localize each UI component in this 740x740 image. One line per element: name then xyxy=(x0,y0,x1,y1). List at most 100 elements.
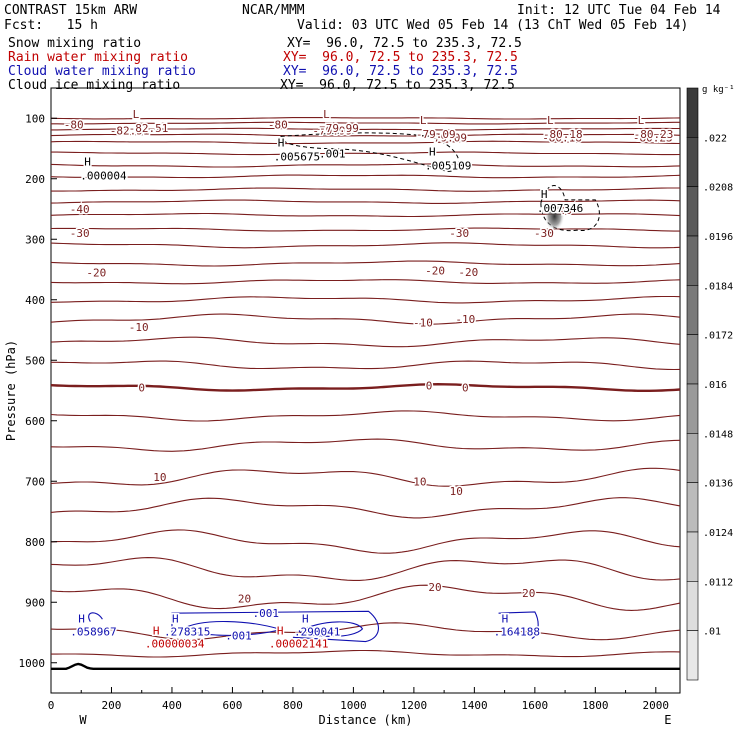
extremum-marker-L: L xyxy=(547,114,554,127)
field-name-cloud-ice: Cloud ice mixing ratio xyxy=(8,78,181,93)
field-name-snow: Snow mixing ratio xyxy=(8,36,142,51)
isotherm-800 xyxy=(50,529,681,554)
colorbar-label: .0172 xyxy=(703,331,733,342)
cloud-water-marker-H: H xyxy=(78,612,85,625)
organization-label: NCAR/MMM xyxy=(242,3,305,18)
colorbar-label: .0148 xyxy=(703,429,733,440)
isotherm-218 xyxy=(51,187,680,192)
temperature-contour-label: 0 xyxy=(462,381,469,394)
plot-frame xyxy=(50,87,681,694)
isotherm-400 xyxy=(50,295,681,304)
y-tick-label: 600 xyxy=(25,415,45,428)
colorbar-swatch xyxy=(686,186,699,237)
cloud-ice-contour-east xyxy=(540,185,600,232)
temperature-contour-label: 20 xyxy=(238,593,251,606)
isotherm-432 xyxy=(50,313,681,325)
y-tick-label: 900 xyxy=(25,596,45,609)
colorbar-label: .0112 xyxy=(703,577,733,588)
extremum-marker-H: H xyxy=(84,155,91,168)
isotherm-694 xyxy=(50,467,681,487)
snow-contour-label: .001 xyxy=(319,147,346,160)
cloud-ice-contour-upper xyxy=(280,132,460,172)
rain-extremum-value: .00002141 xyxy=(269,638,329,651)
isotherm-100 xyxy=(50,116,681,120)
temperature-contour-label: -20 xyxy=(458,266,478,279)
cloud-water-extremum-value: .058967 xyxy=(70,625,116,638)
extremum-marker-H: H xyxy=(429,146,436,159)
y-tick-label: 200 xyxy=(25,173,45,186)
temperature-contour-label: 20 xyxy=(428,581,441,594)
isotherm-108 xyxy=(51,121,680,125)
x-tick-label: 1400 xyxy=(461,699,488,712)
init-time: Init: 12 UTC Tue 04 Feb 14 xyxy=(517,3,721,18)
temperature-contour-label: -20 xyxy=(425,265,445,278)
temperature-contour-label: 0 xyxy=(138,381,145,394)
valid-time: Valid: 03 UTC Wed 05 Feb 14 (13 ChT Wed … xyxy=(297,18,689,33)
colorbar-swatch xyxy=(686,137,699,187)
y-tick-label: 300 xyxy=(25,233,45,246)
cloud-water-contour-label: .001 xyxy=(252,607,279,620)
colorbar-label: .0196 xyxy=(703,232,733,243)
colorbar-swatch xyxy=(686,531,699,582)
extremum-marker-H: H xyxy=(278,137,285,150)
temperature-contour-label: -40 xyxy=(552,204,572,217)
isotherm-284 xyxy=(50,227,680,232)
isotherm-140 xyxy=(50,140,681,145)
field-xy-cloud-water: XY= 96.0, 72.5 to 235.3, 72.5 xyxy=(283,64,518,79)
x-endpoint-east: E xyxy=(664,713,671,727)
temperature-contour-label: 10 xyxy=(450,485,463,498)
colorbar-unit: g kg⁻¹ xyxy=(702,85,735,95)
isotherm-196 xyxy=(50,174,681,179)
x-tick-label: 0 xyxy=(48,699,55,712)
cloud-water-marker-H: H xyxy=(302,612,309,625)
colorbar-swatch xyxy=(686,630,699,681)
temperature-contour-label: -82.51 xyxy=(110,124,150,137)
isotherm-370 xyxy=(50,279,681,285)
temperature-contour-label: 20 xyxy=(522,587,535,600)
snow-shaded-maximum xyxy=(544,201,565,232)
isotherm-260 xyxy=(50,212,681,218)
x-endpoint-west: W xyxy=(79,713,87,727)
isotherm-592 xyxy=(50,410,681,422)
cloud-water-extremum-value: .164188 xyxy=(494,625,540,638)
isotherm-340 xyxy=(50,260,681,267)
colorbar-label: .0184 xyxy=(703,281,733,292)
chart-title: CONTRAST 15km ARW xyxy=(4,3,138,18)
isotherm-508 xyxy=(51,360,681,371)
cloud-water-contour-inner-2 xyxy=(298,621,364,638)
colorbar-label: .016 xyxy=(703,380,727,391)
field-xy-cloud-ice: XY= 96.0, 72.5 to 235.3, 72.5 xyxy=(280,78,515,93)
x-tick-label: 600 xyxy=(223,699,243,712)
y-tick-label: 1000 xyxy=(19,657,46,670)
cloud-water-contour-west xyxy=(88,612,103,622)
cloud-water-contour-main xyxy=(171,610,379,643)
isotherm-310 xyxy=(50,242,681,249)
extremum-value: -79.09 xyxy=(416,128,456,141)
colorbar-swatch xyxy=(686,581,699,631)
field-name-cloud-water: Cloud water mixing ratio xyxy=(8,64,196,79)
temperature-contour-label: -80 xyxy=(268,118,288,131)
colorbar-swatch xyxy=(686,87,699,138)
isotherm-470 xyxy=(50,336,681,348)
colorbar-swatch xyxy=(686,334,699,385)
x-axis-label: Distance (km) xyxy=(319,713,413,727)
isotherm-128 xyxy=(50,133,681,137)
x-tick-label: 200 xyxy=(102,699,122,712)
rain-extremum-value: .00000034 xyxy=(145,638,205,651)
extremum-value: .007346 xyxy=(537,202,583,215)
cloud-water-extremum-value: .290041 xyxy=(294,625,340,638)
cloud-water-contour-label: .001 xyxy=(225,630,252,643)
isotherm-640 xyxy=(50,438,681,452)
isotherm-178 xyxy=(50,163,681,168)
temperature-contour-label: -10 xyxy=(129,321,149,334)
x-tick-label: 1800 xyxy=(582,699,609,712)
colorbar-swatch xyxy=(686,383,699,434)
cloud-water-contour-inner-1 xyxy=(180,620,283,636)
cloud-water-contour-east xyxy=(498,611,539,640)
temperature-contour-label: 10 xyxy=(153,471,166,484)
forecast-hour: Fcst: 15 h xyxy=(4,18,98,33)
colorbar-swatch xyxy=(686,433,699,483)
rain-marker-H: H xyxy=(153,625,160,638)
colorbar-label: .0208 xyxy=(703,183,733,194)
